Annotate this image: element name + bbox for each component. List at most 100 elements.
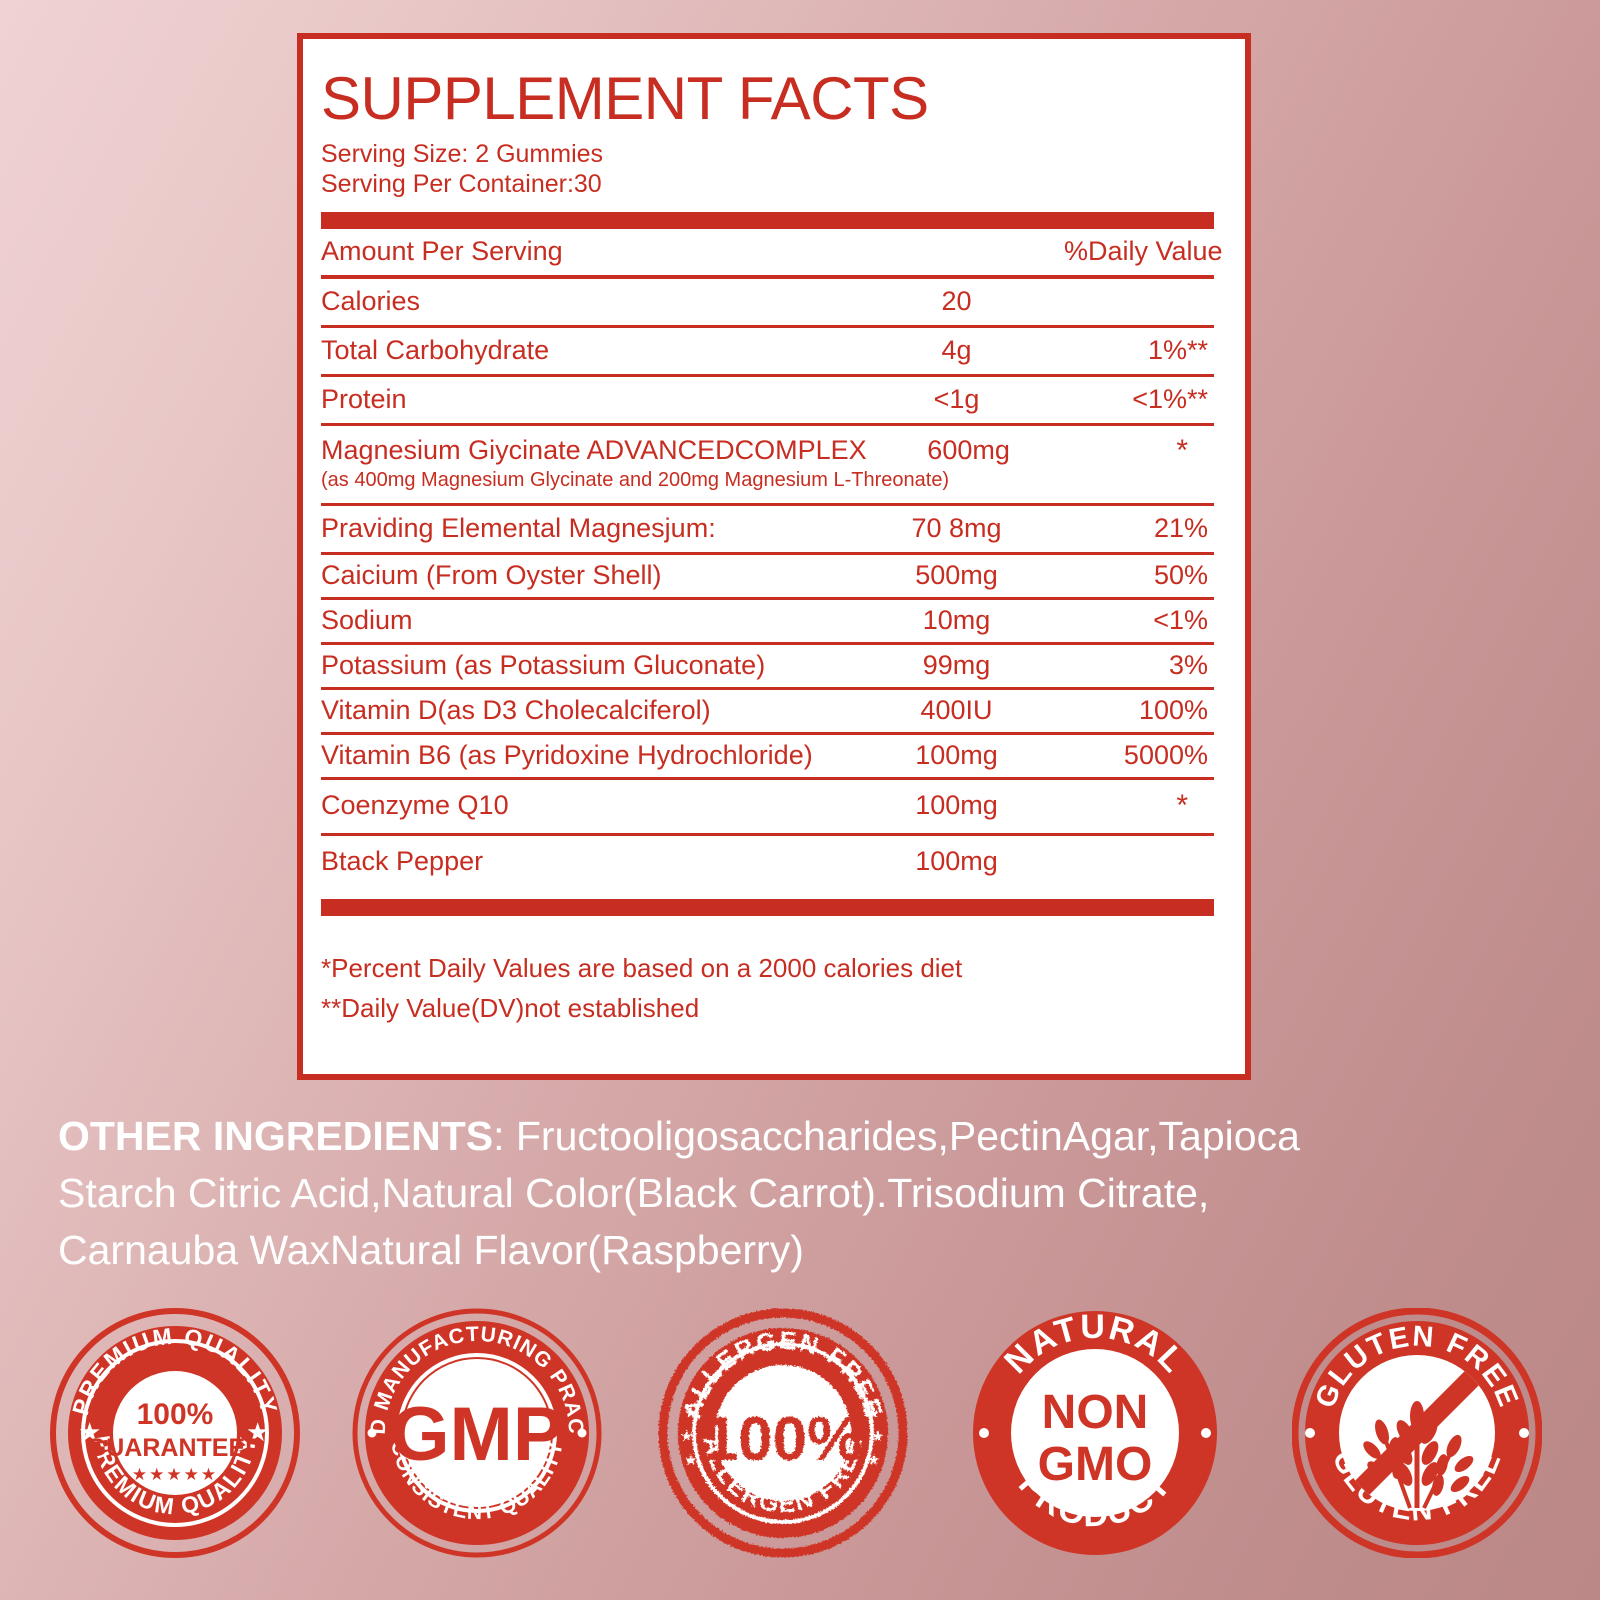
nutrient-name: Protein	[321, 384, 407, 414]
nutrient-amount: <1g	[933, 384, 980, 414]
dot-right-icon	[1201, 1428, 1211, 1438]
table-row: Calories 20	[321, 279, 1214, 325]
supplement-facts-panel: SUPPLEMENT FACTS Serving Size: 2 Gummies…	[297, 33, 1251, 1080]
non-gmo-badge-icon: NATURAL PRODUCT NON GMO	[970, 1308, 1220, 1558]
table-row: Vitamin D(as D3 Cholecalciferol) 400IU 1…	[321, 690, 1214, 732]
badge-center-bottom: GMO	[1038, 1438, 1153, 1491]
allergen-free-badge-icon: ALLERGEN FREE ALLERGEN FREE ★ ★ ★ ★ ★ ★ …	[658, 1308, 908, 1558]
nutrient-name: Vitamin D(as D3 Cholecalciferol)	[321, 695, 711, 725]
star-right-icon: ★	[867, 1452, 880, 1469]
other-ingredients-block: OTHER INGREDIENTS: Fructooligosaccharide…	[58, 1108, 1558, 1279]
badge-center-stars: ★★★★★	[132, 1465, 218, 1484]
nutrient-amount: 100mg	[915, 740, 998, 770]
other-ingredients-separator: :	[493, 1113, 516, 1159]
footnote-daily-values: *Percent Daily Values are based on a 200…	[321, 953, 963, 983]
nutrient-name: Sodium	[321, 605, 413, 635]
dot-left-icon	[367, 1428, 377, 1438]
star-right-icon: ★	[867, 1405, 880, 1422]
other-ingredients-line1-rest: Fructooligosaccharides,PectinAgar,Tapioc…	[515, 1113, 1300, 1159]
nutrient-name: Calories	[321, 286, 421, 316]
star-left-icon: ★	[78, 1417, 101, 1447]
table-row: Vitamin B6 (as Pyridoxine Hydrochloride)…	[321, 735, 1214, 777]
nutrient-name: Magnesium Giycinate ADVANCEDCOMPLEX	[321, 435, 867, 465]
nutrient-name: Btack Pepper	[321, 846, 484, 876]
star-left-icon: ★	[680, 1428, 693, 1445]
nutrient-dv: <1%**	[1132, 384, 1208, 414]
row-divider	[321, 325, 1214, 328]
other-ingredients-line-2: Starch Citric Acid,Natural Color(Black C…	[58, 1170, 1210, 1216]
table-row: Coenzyme Q10 100mg *	[321, 780, 1214, 833]
star-left-icon: ★	[684, 1452, 697, 1469]
star-right-icon: ★	[871, 1428, 884, 1445]
star-left-icon: ★	[684, 1405, 697, 1422]
nutrient-dv: 3%	[1168, 650, 1208, 680]
nutrient-dv: 100%	[1138, 695, 1208, 725]
nutrient-subnote: (as 400mg Magnesium Glycinate and 200mg …	[321, 469, 950, 491]
badge-center-top: 100%	[137, 1398, 214, 1431]
nutrient-amount: 600mg	[927, 435, 1010, 465]
table-row: Magnesium Giycinate ADVANCEDCOMPLEX 600m…	[321, 426, 1214, 468]
divider-bar-top	[321, 212, 1214, 229]
other-ingredients-heading: OTHER INGREDIENTS	[58, 1113, 494, 1159]
dot-left-icon	[979, 1428, 989, 1438]
badge-center-top: 100%	[704, 1405, 863, 1474]
nutrient-dv: 5000%	[1123, 740, 1208, 770]
prohibition-slash-icon	[1346, 1362, 1488, 1504]
nutrient-dv: 50%	[1153, 560, 1208, 590]
table-row: Protein <1g <1%**	[321, 377, 1214, 423]
nutrient-dv: <1%	[1153, 605, 1208, 635]
table-row: Caicium (From Oyster Shell) 500mg 50%	[321, 555, 1214, 597]
badge-center-top: NON	[1042, 1386, 1149, 1439]
row-divider	[321, 597, 1214, 600]
row-divider	[321, 732, 1214, 735]
footnote-dv-not-established: **Daily Value(DV)not established	[321, 993, 700, 1023]
row-divider	[321, 642, 1214, 645]
table-row: Btack Pepper 100mg	[321, 836, 1214, 889]
row-divider	[321, 777, 1214, 780]
star-right-icon: ★	[246, 1417, 269, 1447]
badge-center-top: GMP	[390, 1392, 563, 1477]
nutrient-amount: 100mg	[915, 790, 998, 820]
row-divider	[321, 423, 1214, 426]
page-title: SUPPLEMENT FACTS	[321, 65, 929, 132]
nutrient-amount: 70 8mg	[911, 513, 1002, 543]
dot-left-icon	[1305, 1428, 1315, 1438]
certification-badges: PREMIUM QUALITY PREMIUM QUALITY ★ ★ 100%…	[0, 1300, 1600, 1580]
nutrient-name: Caicium (From Oyster Shell)	[321, 560, 662, 590]
gluten-free-badge-icon: GLUTEN FREE GLUTEN FREE	[1292, 1308, 1542, 1558]
table-header-row: Amount Per Serving %Daily Value	[321, 229, 1223, 275]
serving-size-text: Serving Size: 2 Gummies	[321, 140, 604, 168]
nutrient-amount: 100mg	[915, 846, 998, 876]
table-row: Potassium (as Potassium Gluconate) 99mg …	[321, 645, 1214, 687]
other-ingredients-line-3: Carnauba WaxNatural Flavor(Raspberry)	[58, 1227, 804, 1273]
nutrient-dv: *	[1176, 434, 1188, 467]
amount-per-serving-header: Amount Per Serving	[321, 236, 563, 266]
gmp-badge-icon: GOOD MANUFACTURING PRACTICE CONSISTENT Q…	[352, 1308, 602, 1558]
badge-center-bottom: GUARANTEED	[87, 1434, 263, 1462]
nutrient-dv: 21%	[1153, 513, 1208, 543]
divider-under-header	[321, 275, 1214, 279]
nutrient-dv: *	[1176, 789, 1188, 822]
dot-right-icon	[1519, 1428, 1529, 1438]
daily-value-header: %Daily Value	[1064, 236, 1223, 266]
nutrient-amount: 400IU	[920, 695, 993, 725]
other-ingredients-line-1: OTHER INGREDIENTS: Fructooligosaccharide…	[58, 1108, 1558, 1165]
table-row: Praviding Elemental Magnesjum: 70 8mg 21…	[321, 506, 1214, 552]
nutrient-dv: 1%**	[1147, 335, 1208, 365]
table-row: Sodium 10mg <1%	[321, 600, 1214, 642]
table-row: Total Carbohydrate 4g 1%**	[321, 328, 1214, 374]
nutrient-amount: 10mg	[922, 605, 991, 635]
dot-right-icon	[577, 1428, 587, 1438]
serving-per-container-text: Serving Per Container:30	[321, 170, 602, 198]
row-divider	[321, 833, 1214, 836]
nutrient-name: Vitamin B6 (as Pyridoxine Hydrochloride)	[321, 740, 813, 770]
row-divider	[321, 552, 1214, 555]
nutrient-name: Praviding Elemental Magnesjum:	[321, 513, 716, 543]
row-divider	[321, 374, 1214, 377]
row-divider	[321, 503, 1214, 506]
nutrient-name: Potassium (as Potassium Gluconate)	[321, 650, 766, 680]
nutrient-amount: 20	[941, 286, 972, 316]
row-divider	[321, 687, 1214, 690]
nutrient-name: Total Carbohydrate	[321, 335, 550, 365]
divider-bar-bottom	[321, 899, 1214, 916]
